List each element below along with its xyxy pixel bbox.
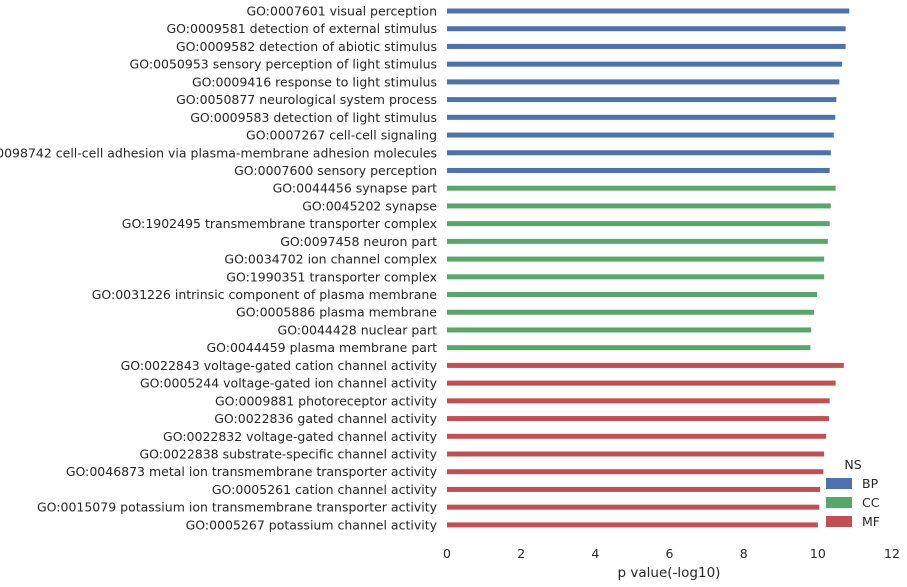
bar bbox=[447, 274, 825, 280]
x-tick-label: 0 bbox=[443, 546, 451, 561]
bar bbox=[447, 504, 820, 510]
bar bbox=[447, 150, 831, 156]
category-label: GO:0005244 voltage-gated ion channel act… bbox=[140, 376, 438, 391]
category-label: GO:0009416 response to light stimulus bbox=[192, 74, 437, 89]
x-axis-ticks: 0 2 4 6 8 10 12 bbox=[443, 546, 900, 561]
category-label: GO:1902495 transmembrane transporter com… bbox=[122, 216, 437, 231]
category-label: GO:0050877 neurological system process bbox=[176, 92, 437, 107]
category-label: GO:0009583 detection of light stimulus bbox=[190, 110, 437, 125]
legend-label-bp: BP bbox=[862, 476, 879, 491]
category-label: GO:0015079 potassium ion transmembrane t… bbox=[37, 500, 438, 515]
bar bbox=[447, 416, 829, 422]
bar bbox=[447, 97, 837, 103]
bar bbox=[447, 469, 824, 475]
legend-label-cc: CC bbox=[862, 495, 880, 510]
bar bbox=[447, 327, 812, 333]
x-tick-label: 2 bbox=[517, 546, 525, 561]
x-tick-label: 6 bbox=[666, 546, 674, 561]
bar bbox=[447, 309, 815, 315]
legend: NS BP CC MF bbox=[826, 457, 880, 529]
bars-layer bbox=[447, 8, 850, 528]
bar bbox=[447, 380, 836, 386]
bar bbox=[447, 451, 825, 457]
category-label: GO:0046873 metal ion transmembrane trans… bbox=[66, 464, 438, 479]
bar bbox=[447, 238, 828, 244]
bar bbox=[447, 221, 830, 227]
bar bbox=[447, 362, 844, 368]
bar bbox=[447, 43, 846, 49]
bar bbox=[447, 433, 826, 439]
category-label: GO:0005267 potassium channel activity bbox=[186, 517, 438, 532]
category-label: GO:0045202 synapse bbox=[302, 198, 437, 213]
category-label: GO:0007600 sensory perception bbox=[234, 163, 437, 178]
category-label: GO:0044459 plasma membrane part bbox=[206, 340, 437, 355]
category-label: GO:0009581 detection of external stimulu… bbox=[167, 21, 438, 36]
category-labels: GO:0007601 visual perception GO:0009581 d… bbox=[0, 4, 438, 533]
category-label: GO:0022838 substrate-specific channel ac… bbox=[139, 447, 437, 462]
legend-title: NS bbox=[844, 457, 861, 472]
category-label: GO:0009582 detection of abiotic stimulus bbox=[176, 39, 437, 54]
category-label: GO:0005261 cation channel activity bbox=[212, 482, 438, 497]
legend-swatch-bp bbox=[826, 478, 852, 489]
bar bbox=[447, 61, 842, 67]
x-tick-label: 10 bbox=[810, 546, 826, 561]
bar bbox=[447, 185, 836, 191]
x-axis-title: p value(-log10) bbox=[618, 565, 721, 581]
bar bbox=[447, 167, 830, 173]
bar bbox=[447, 114, 836, 120]
bar bbox=[447, 292, 818, 298]
bar bbox=[447, 398, 830, 404]
category-label: GO:0022836 gated channel activity bbox=[214, 411, 437, 426]
category-label: GO:0044428 nuclear part bbox=[278, 322, 438, 337]
bar bbox=[447, 256, 825, 262]
category-label: GO:0044456 synapse part bbox=[273, 181, 437, 196]
x-tick-label: 8 bbox=[740, 546, 748, 561]
category-label: GO:0034702 ion channel complex bbox=[224, 252, 437, 267]
bar bbox=[447, 522, 818, 528]
category-label: GO:0022843 voltage-gated cation channel … bbox=[121, 358, 438, 373]
category-label: GO:0097458 neuron part bbox=[280, 234, 437, 249]
bar bbox=[447, 486, 821, 492]
legend-swatch-mf bbox=[826, 516, 852, 527]
bar bbox=[447, 8, 850, 14]
category-label: GO:0007601 visual perception bbox=[246, 4, 437, 19]
category-label: GO:0098742 cell-cell adhesion via plasma… bbox=[0, 145, 437, 160]
bar bbox=[447, 26, 846, 32]
legend-swatch-cc bbox=[826, 497, 852, 508]
legend-label-mf: MF bbox=[862, 514, 880, 529]
bar bbox=[447, 345, 811, 351]
x-tick-label: 4 bbox=[591, 546, 599, 561]
x-tick-label: 12 bbox=[884, 546, 900, 561]
bar bbox=[447, 132, 834, 138]
category-label: GO:0009881 photoreceptor activity bbox=[215, 393, 438, 408]
bar bbox=[447, 203, 831, 209]
category-label: GO:0007267 cell-cell signaling bbox=[246, 128, 437, 143]
category-label: GO:0005886 plasma membrane bbox=[236, 305, 437, 320]
bar bbox=[447, 79, 840, 85]
category-label: GO:0022832 voltage-gated channel activit… bbox=[163, 429, 438, 444]
category-label: GO:1990351 transporter complex bbox=[226, 269, 437, 284]
category-label: GO:0050953 sensory perception of light s… bbox=[130, 57, 437, 72]
category-label: GO:0031226 intrinsic component of plasma… bbox=[92, 287, 438, 302]
